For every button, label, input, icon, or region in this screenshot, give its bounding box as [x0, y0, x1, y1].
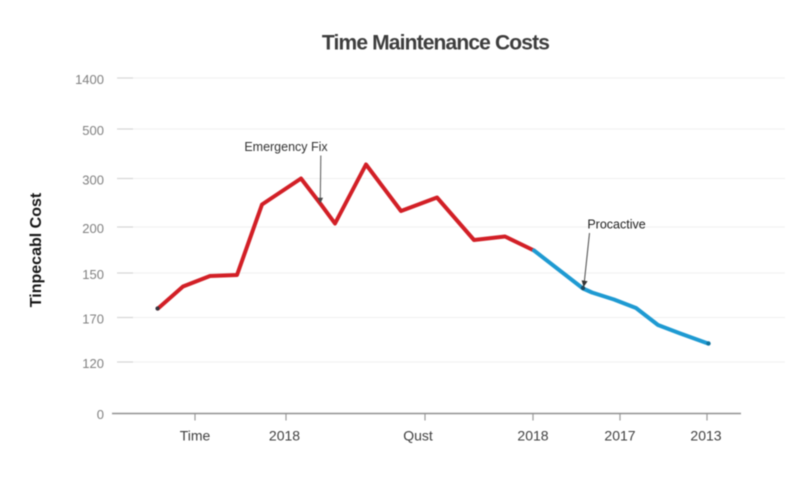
svg-text:150: 150: [82, 267, 104, 282]
svg-text:300: 300: [82, 172, 104, 187]
svg-text:Qust: Qust: [403, 428, 433, 444]
svg-text:Emergency Fix: Emergency Fix: [244, 140, 328, 154]
svg-text:2017: 2017: [604, 428, 635, 444]
svg-text:120: 120: [82, 356, 104, 371]
svg-text:170: 170: [82, 311, 104, 326]
svg-text:1400: 1400: [75, 72, 104, 87]
svg-text:500: 500: [82, 123, 104, 138]
svg-text:2018: 2018: [517, 428, 548, 444]
svg-text:Procactive: Procactive: [587, 218, 645, 232]
svg-text:Time: Time: [180, 428, 211, 444]
svg-text:2018: 2018: [269, 428, 300, 444]
svg-text:200: 200: [82, 221, 104, 236]
svg-text:2013: 2013: [690, 428, 721, 444]
svg-text:Tinpecabl Cost: Tinpecabl Cost: [28, 192, 45, 307]
svg-text:0: 0: [97, 407, 104, 422]
svg-text:Time Maintenance Costs: Time Maintenance Costs: [322, 31, 549, 54]
